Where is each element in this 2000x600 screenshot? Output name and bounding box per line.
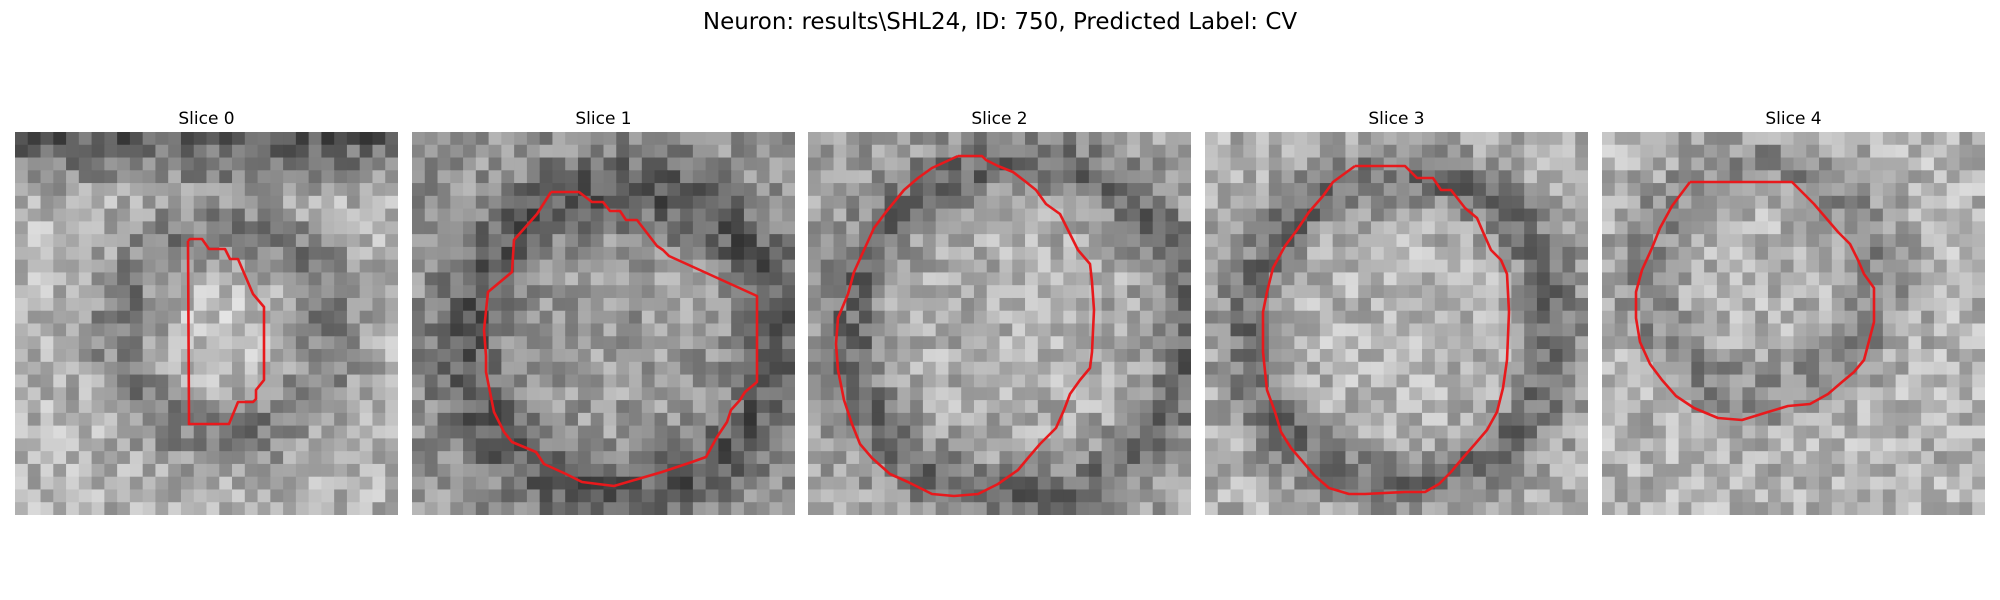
slice-image-3 — [1205, 132, 1588, 515]
slice-panel-2: Slice 2 — [808, 106, 1191, 515]
slice-pixels-2 — [808, 132, 1191, 515]
slice-image-0 — [15, 132, 398, 515]
neuron-contour-4 — [1634, 180, 1876, 422]
slice-image-4 — [1602, 132, 1985, 515]
neuron-contour-0 — [186, 237, 266, 426]
slice-pixels-3 — [1205, 132, 1588, 515]
slice-title-3: Slice 3 — [1368, 109, 1425, 129]
neuron-contour-1 — [482, 190, 759, 488]
slice-title-0: Slice 0 — [178, 109, 235, 129]
neuron-contour-2 — [834, 154, 1096, 498]
figure-title: Neuron: results\SHL24, ID: 750, Predicte… — [702, 9, 1298, 35]
slice-panel-3: Slice 3 — [1205, 106, 1588, 515]
neuron-contour-3 — [1261, 164, 1511, 496]
slice-panel-4: Slice 4 — [1602, 106, 1985, 515]
slice-title-2: Slice 2 — [971, 109, 1028, 129]
slice-title-4: Slice 4 — [1765, 109, 1822, 129]
slice-image-1 — [412, 132, 795, 515]
slice-pixels-0 — [15, 132, 398, 515]
slice-panel-0: Slice 0 — [15, 106, 398, 515]
slice-pixels-4 — [1602, 132, 1985, 515]
slice-title-1: Slice 1 — [575, 109, 632, 129]
slice-pixels-1 — [412, 132, 795, 515]
slice-panel-1: Slice 1 — [412, 106, 795, 515]
slice-image-2 — [808, 132, 1191, 515]
